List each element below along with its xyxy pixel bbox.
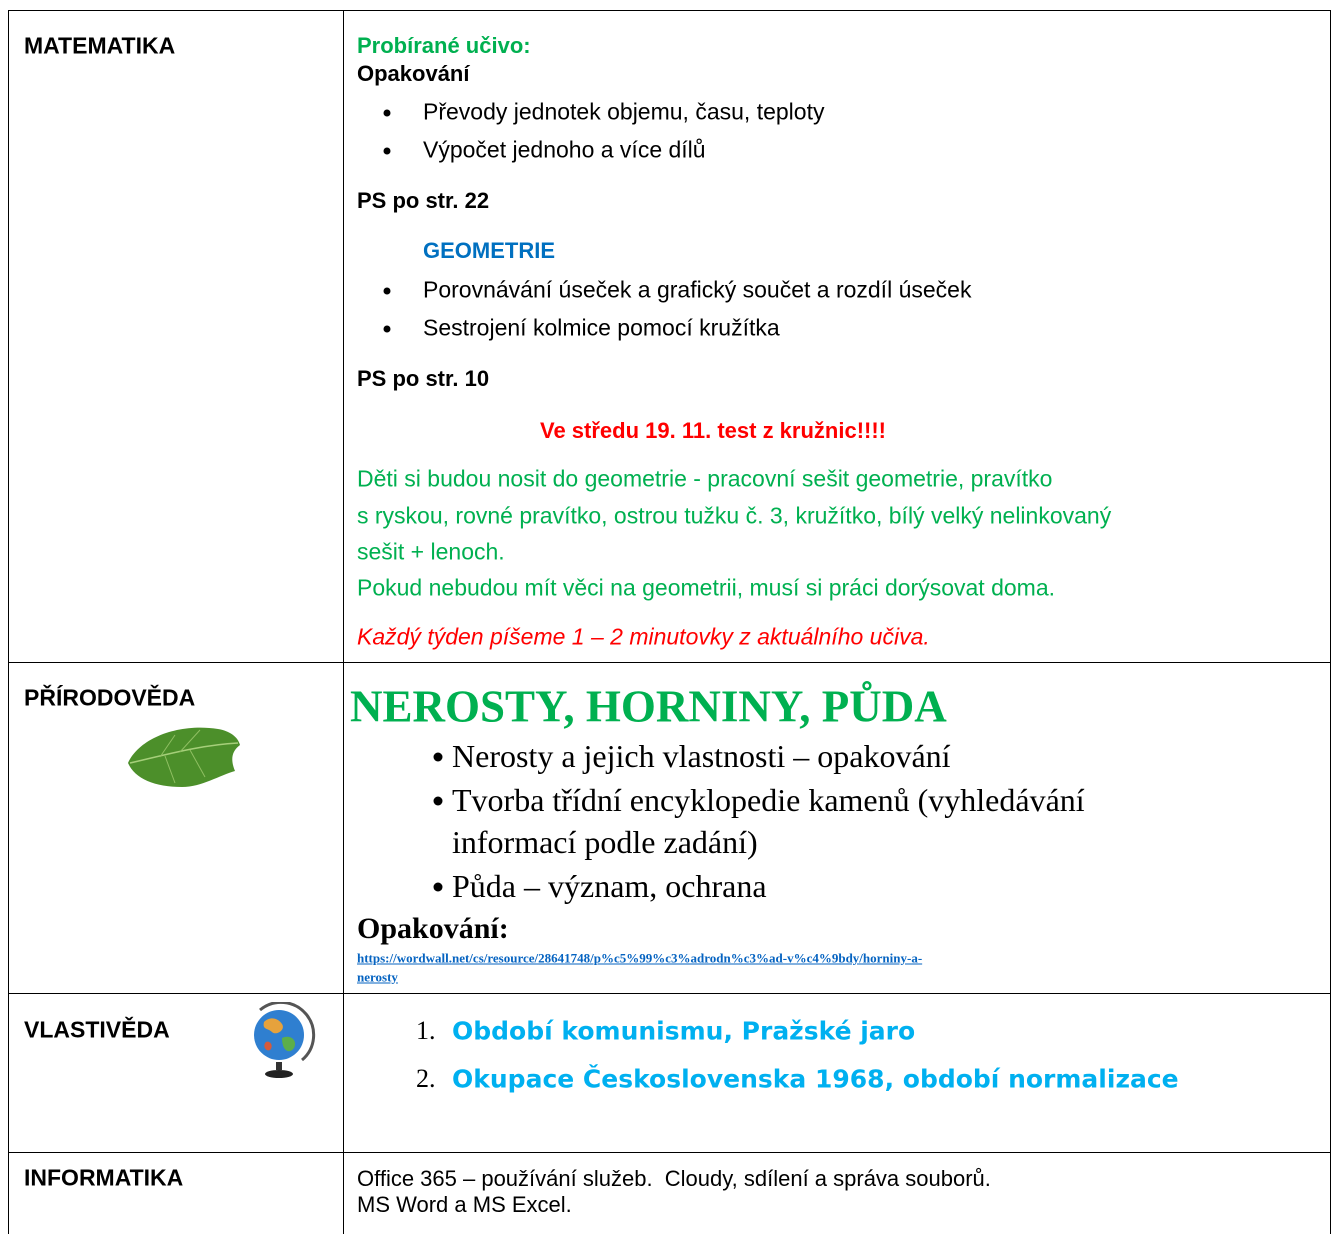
list-item: Výpočet jednoho a více dílů (423, 136, 706, 163)
list-item: Sestrojení kolmice pomocí kružítka (423, 314, 780, 341)
subject: VLASTIVĚDA (24, 1016, 170, 1043)
bullet (383, 109, 391, 117)
bullet (433, 796, 443, 806)
page-ref: PS po str. 22 (357, 188, 490, 213)
link-text[interactable]: https://wordwall.net/cs/resource/2864174… (357, 950, 923, 966)
list-item: Období komunismu, Pražské jaro (452, 1016, 916, 1046)
section-title: GEOMETRIE (423, 238, 556, 263)
table-border (8, 662, 1331, 663)
subject: INFORMATIKA (24, 1164, 184, 1191)
subject: MATEMATIKA (24, 32, 176, 59)
table-border (8, 993, 1331, 994)
alert: Ve středu 19. 11. test z kružnic!!!! (540, 418, 887, 443)
heading: Probírané učivo: (357, 33, 531, 58)
list-item: Převody jednotek objemu, času, teploty (423, 98, 825, 125)
section-title: Opakování (357, 61, 470, 86)
link-text[interactable]: nerosty (357, 969, 398, 985)
subject: PŘÍRODOVĚDA (24, 684, 196, 711)
table-border (343, 10, 344, 1234)
note-line: Děti si budou nosit do geometrie - praco… (357, 465, 1053, 492)
list-number: 2. (416, 1064, 436, 1093)
list-item: Okupace Československa 1968, období norm… (452, 1064, 1179, 1094)
link[interactable]: nerosty (357, 971, 398, 984)
list-item: Porovnávání úseček a grafický součet a r… (423, 276, 972, 303)
list-item: Tvorba třídní encyklopedie kamenů (vyhle… (452, 782, 1085, 818)
list-item: Půda – význam, ochrana (452, 868, 767, 904)
page-ref: PS po str. 10 (357, 366, 490, 391)
text-line: Office 365 – používání služeb. Cloudy, s… (357, 1166, 991, 1191)
note-line: sešit + lenoch. (357, 538, 505, 565)
table-border (1330, 10, 1331, 1234)
list-item: Nerosty a jejich vlastnosti – opakování (452, 738, 951, 774)
reminder: Každý týden píšeme 1 – 2 minutovky z akt… (357, 623, 930, 650)
table-border (8, 1152, 1331, 1153)
review-label: Opakování: (357, 912, 509, 945)
note-line: Pokud nebudou mít věci na geometrii, mus… (357, 574, 1056, 601)
table-border (8, 10, 9, 1234)
bullet (383, 147, 391, 155)
bullet (383, 287, 391, 295)
table-border (8, 10, 1331, 11)
note-line: s ryskou, rovné pravítko, ostrou tužku č… (357, 502, 1112, 529)
section-title: NEROSTY, HORNINY, PŮDA (350, 681, 947, 732)
bullet (383, 325, 391, 333)
leaf-icon (128, 727, 240, 787)
link[interactable]: https://wordwall.net/cs/resource/2864174… (357, 952, 922, 965)
globe-icon (254, 1002, 316, 1078)
list-number: 1. (416, 1016, 436, 1045)
bullet (433, 882, 443, 892)
bullet (433, 752, 443, 762)
list-item: informací podle zadání) (452, 824, 758, 860)
text-line: MS Word a MS Excel. (357, 1192, 572, 1217)
